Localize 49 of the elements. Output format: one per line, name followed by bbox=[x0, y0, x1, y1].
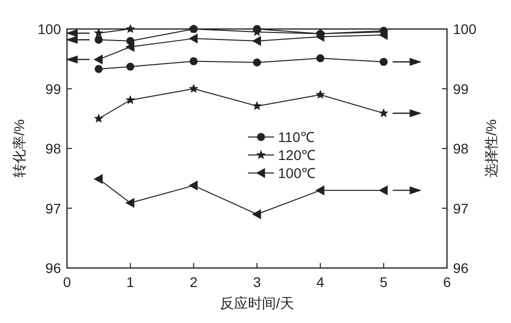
y2-tick-label: 100 bbox=[453, 21, 477, 37]
point bbox=[188, 84, 198, 93]
y-tick-label: 96 bbox=[45, 260, 62, 276]
y2-tick-label: 99 bbox=[453, 80, 469, 97]
x-tick-label: 2 bbox=[190, 274, 198, 290]
point bbox=[190, 57, 198, 66]
point bbox=[316, 54, 324, 62]
legend-label: 100℃ bbox=[278, 165, 316, 181]
point bbox=[378, 185, 388, 196]
y-tick-label: 98 bbox=[45, 140, 62, 156]
x-tick-label: 6 bbox=[443, 274, 452, 290]
point bbox=[94, 28, 104, 38]
point bbox=[316, 90, 326, 99]
point bbox=[378, 30, 388, 40]
point bbox=[252, 209, 261, 220]
point bbox=[125, 42, 134, 52]
legend-label: 120℃ bbox=[278, 147, 316, 163]
point bbox=[378, 108, 388, 118]
y-tick-label: 99 bbox=[45, 80, 62, 97]
x-axis-title: 反应时间/天 bbox=[220, 295, 294, 311]
x-tick-label: 4 bbox=[316, 274, 324, 290]
point bbox=[126, 24, 136, 34]
point bbox=[125, 198, 134, 208]
y2-axis-title: 选择性/% bbox=[483, 119, 499, 178]
point bbox=[126, 95, 136, 104]
point bbox=[94, 114, 104, 123]
point bbox=[315, 185, 324, 196]
point bbox=[126, 62, 134, 71]
point bbox=[94, 36, 103, 44]
point bbox=[188, 180, 198, 191]
y-tick-label: 97 bbox=[45, 200, 62, 216]
y2-tick-label: 96 bbox=[453, 260, 469, 276]
x-tick-label: 3 bbox=[253, 274, 262, 290]
point bbox=[253, 58, 261, 66]
x-tick-label: 5 bbox=[380, 274, 388, 290]
point bbox=[94, 65, 103, 74]
y2-tick-label: 98 bbox=[453, 140, 469, 156]
y2-tick-label: 97 bbox=[453, 200, 469, 216]
point bbox=[380, 58, 388, 66]
legend-label: 110℃ bbox=[278, 129, 314, 145]
point bbox=[252, 101, 262, 110]
point bbox=[188, 34, 198, 44]
y-tick-label: 100 bbox=[38, 21, 62, 37]
point bbox=[94, 174, 103, 184]
y-axis-title: 转化率/% bbox=[11, 119, 27, 178]
x-tick-label: 1 bbox=[126, 274, 134, 290]
point bbox=[252, 36, 261, 46]
x-tick-label: 0 bbox=[63, 274, 72, 290]
point bbox=[94, 54, 103, 64]
